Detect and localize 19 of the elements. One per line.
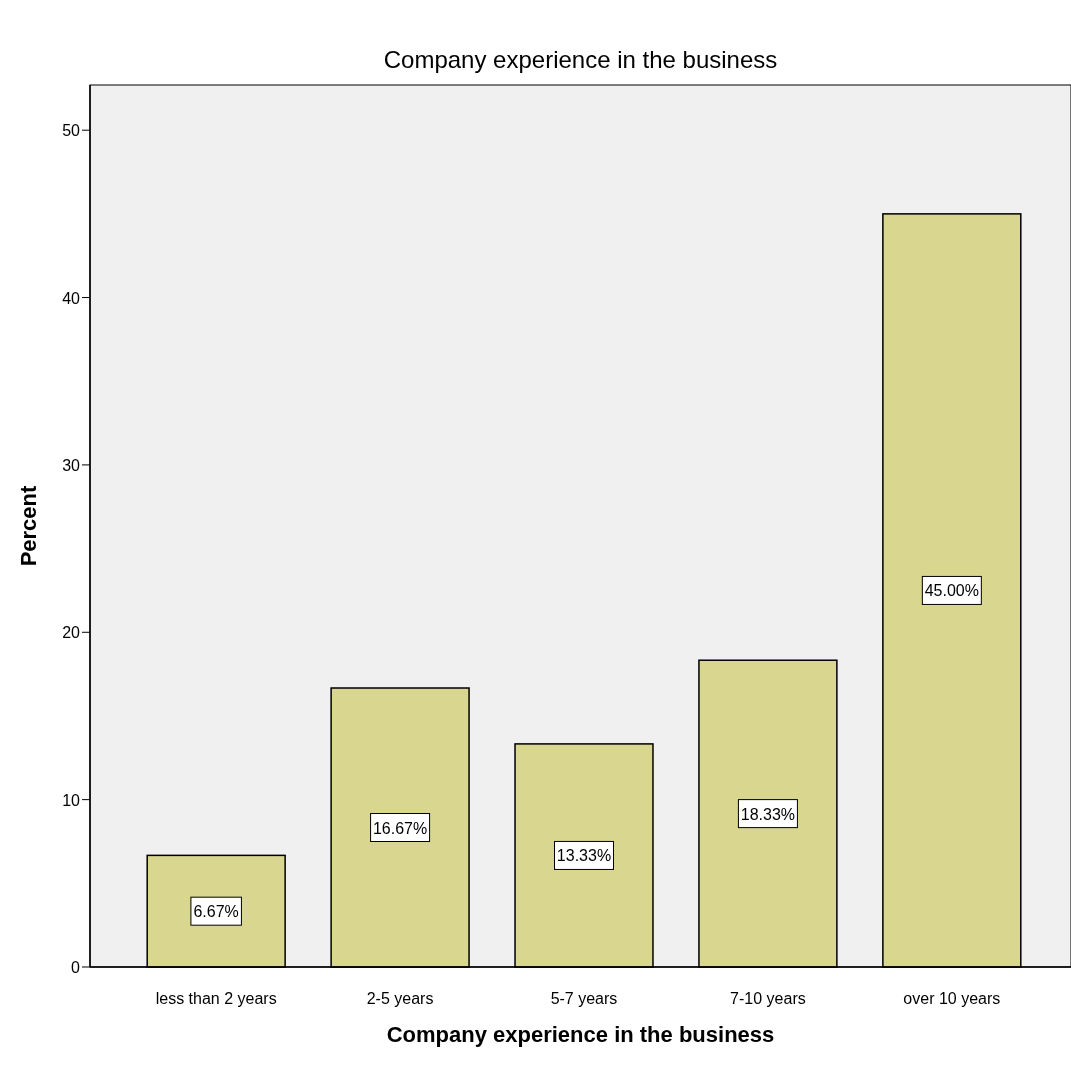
data-label: 6.67% [193, 903, 239, 921]
y-tick-label: 40 [62, 289, 81, 307]
y-tick-label: 10 [62, 791, 81, 809]
x-tick-label: less than 2 years [155, 990, 277, 1007]
y-tick-label: 0 [71, 959, 81, 976]
data-label: 18.33% [740, 805, 796, 823]
x-tick-label: over 10 years [903, 990, 1001, 1007]
y-tick-label: 20 [62, 624, 81, 642]
x-tick-label: 2-5 years [366, 990, 434, 1007]
x-tick-label: 7-10 years [730, 990, 806, 1007]
data-label: 45.00% [924, 582, 979, 600]
y-tick-label: 30 [62, 456, 81, 474]
data-label: 13.33% [556, 847, 612, 865]
x-axis-title: Company experience in the business [386, 1022, 775, 1047]
data-label: 16.67% [372, 819, 428, 837]
x-tick-label: 5-7 years [550, 990, 618, 1007]
y-tick-label: 50 [62, 122, 81, 140]
chart-title: Company experience in the business [383, 46, 778, 73]
y-axis-title: Percent [16, 484, 41, 567]
